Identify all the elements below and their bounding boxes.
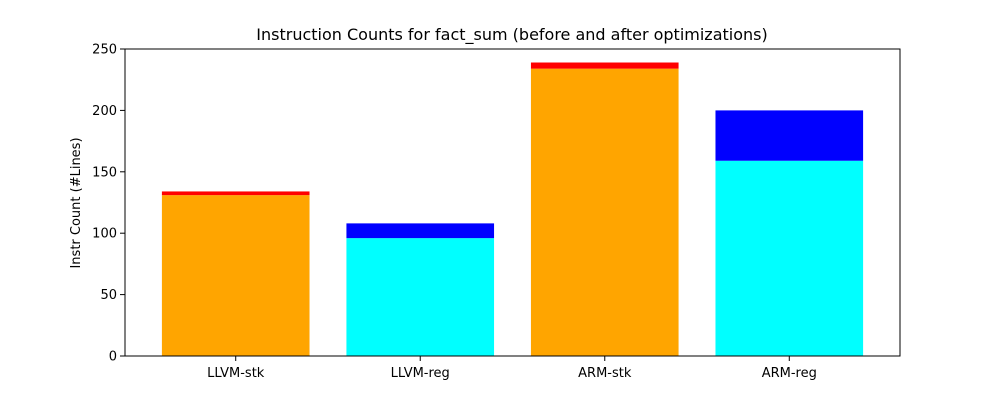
y-tick-label: 200: [92, 104, 117, 119]
chart-title: Instruction Counts for fact_sum (before …: [256, 25, 767, 45]
x-tick-label-arm-reg: ARM-reg: [762, 366, 817, 381]
bar-llvm-stk-segment-2: [161, 191, 310, 196]
bar-arm-reg-segment-1: [715, 160, 864, 356]
x-axis: LLVM-stk LLVM-reg ARM-stk ARM-reg: [207, 356, 817, 381]
x-tick-label-llvm-stk: LLVM-stk: [207, 366, 265, 381]
x-tick-label-arm-stk: ARM-stk: [578, 366, 632, 381]
bar-arm-stk-segment-1: [530, 68, 679, 357]
bar-llvm-stk-segment-1: [161, 195, 310, 356]
y-axis: 0 50 100 150 200 250: [92, 43, 125, 365]
y-tick-label: 50: [100, 288, 117, 303]
plot-frame: [124, 48, 901, 357]
bars-layer: [161, 62, 864, 357]
bar-arm-stk-segment-2: [530, 62, 679, 69]
bar-arm-reg-segment-2: [715, 110, 864, 161]
bar-llvm-reg-segment-1: [346, 238, 495, 356]
y-tick-label: 250: [92, 43, 117, 58]
bar-llvm-reg-segment-2: [346, 223, 495, 239]
y-tick-label: 0: [109, 350, 117, 365]
y-tick-label: 100: [92, 227, 117, 242]
y-axis-label: Instr Count (#Lines): [69, 137, 84, 268]
x-tick-label-llvm-reg: LLVM-reg: [391, 366, 450, 381]
y-tick-label: 150: [92, 165, 117, 180]
